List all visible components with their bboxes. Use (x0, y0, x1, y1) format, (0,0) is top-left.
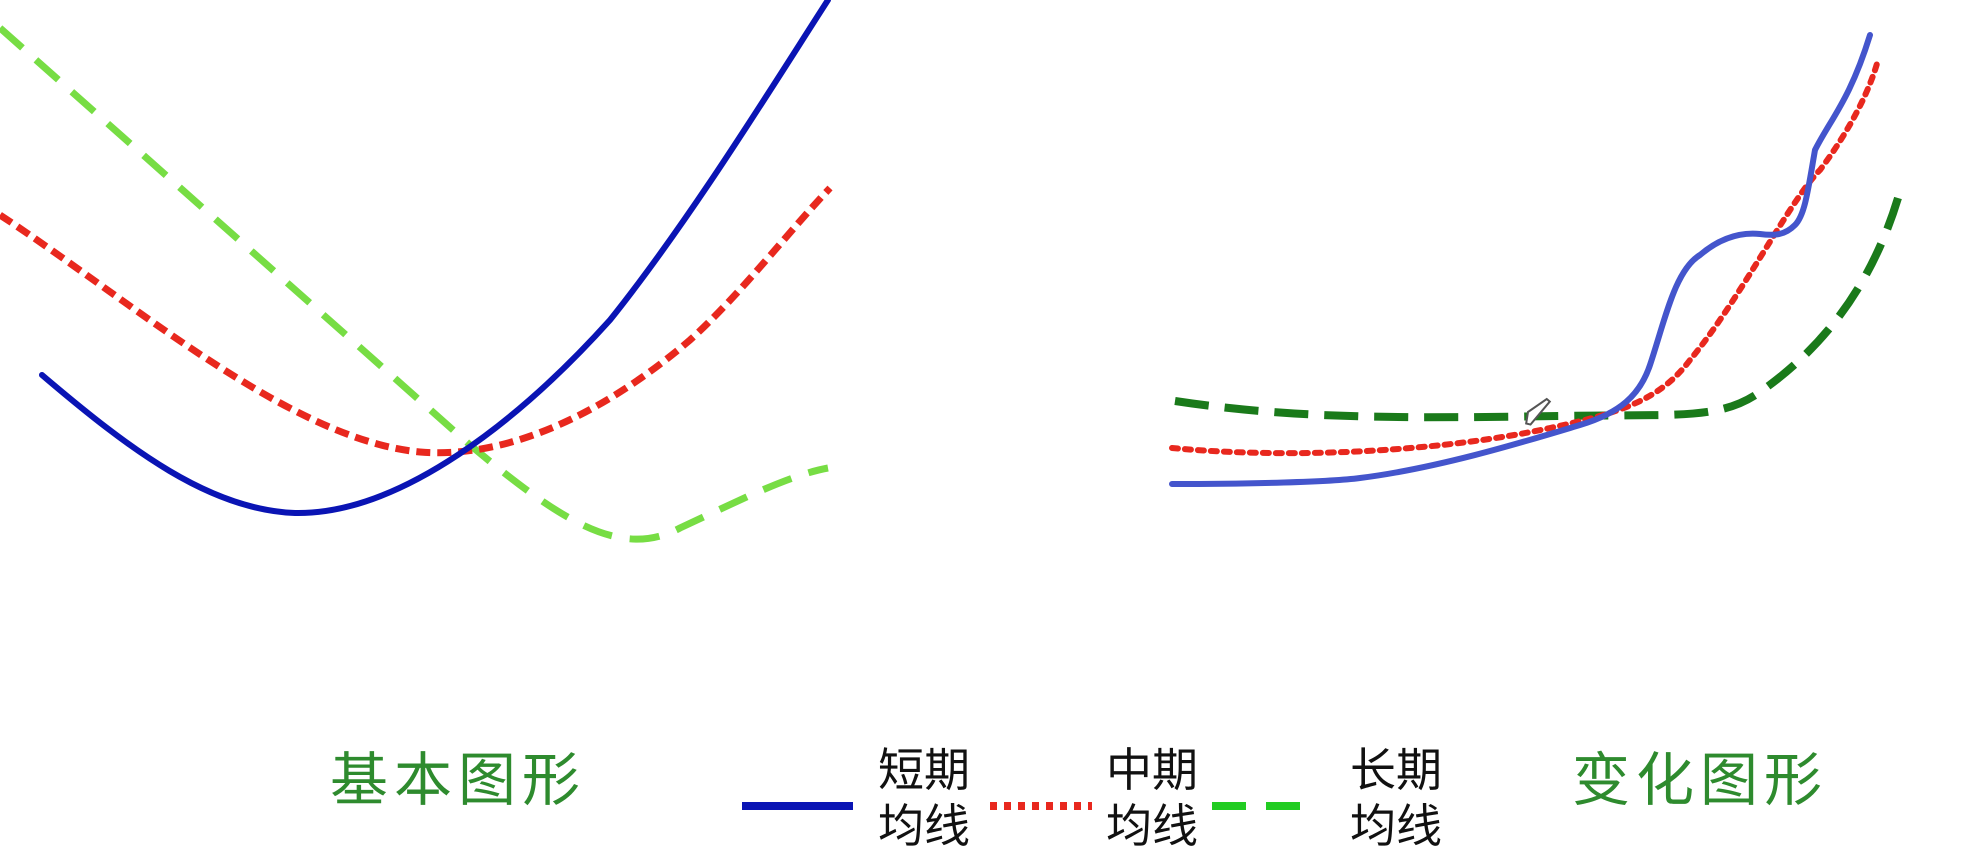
variant-short-ma-line (1169, 32, 1873, 487)
basic-pattern-panel (0, 0, 833, 543)
variant-long-ma-line (1174, 196, 1902, 422)
legend-label-mid-line2: 均线 (1106, 799, 1198, 850)
legend-label-short-line2: 均线 (878, 799, 970, 850)
legend-item-short-ma: 短期 均线 (742, 743, 970, 853)
legend: 短期 均线 中期 均线 长期 均线 (742, 743, 1442, 853)
variant-pattern-caption: 变化图形 (1572, 746, 1828, 814)
basic-short-ma-line (39, 0, 831, 517)
legend-label-long-line1: 长期 (1350, 743, 1442, 797)
legend-label-short-line1: 短期 (878, 743, 970, 797)
legend-item-long-ma: 长期 均线 (1212, 743, 1442, 853)
pen-cursor-icon (1525, 397, 1552, 426)
legend-label-mid-line1: 中期 (1106, 743, 1198, 797)
basic-pattern-caption: 基本图形 (330, 746, 586, 814)
legend-item-mid-ma: 中期 均线 (990, 743, 1198, 853)
basic-long-ma-line (0, 25, 829, 543)
legend-label-long-line2: 均线 (1350, 799, 1442, 850)
variant-pattern-panel (1169, 32, 1902, 487)
variant-mid-ma-line (1169, 57, 1881, 457)
basic-mid-ma-line (0, 185, 833, 457)
